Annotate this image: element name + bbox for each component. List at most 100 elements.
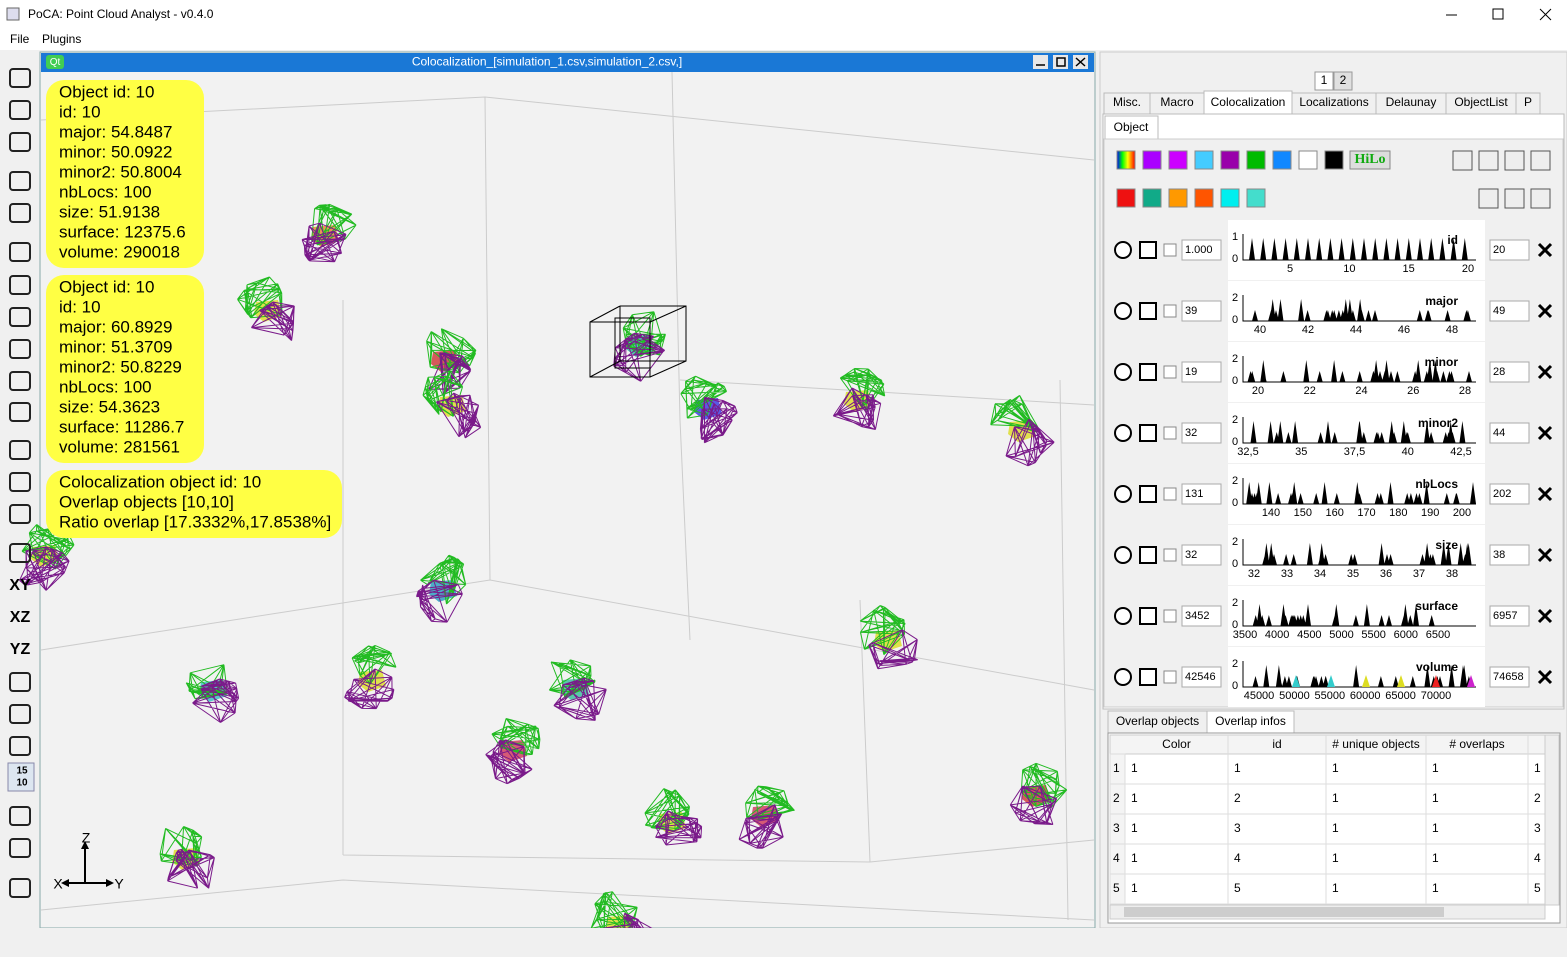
save-button[interactable]	[1139, 546, 1157, 564]
checkbox[interactable]	[1163, 243, 1177, 257]
checkbox[interactable]	[1163, 365, 1177, 379]
min-input[interactable]	[1181, 483, 1222, 505]
save-button[interactable]	[1139, 668, 1157, 686]
color-swatch[interactable]	[1324, 150, 1344, 170]
hilo-label[interactable]: HiLo	[1354, 152, 1385, 167]
remove-button[interactable]	[1537, 608, 1553, 624]
min-input[interactable]	[1181, 666, 1222, 688]
toggle-button[interactable]	[1114, 302, 1132, 320]
min-input[interactable]	[1181, 605, 1222, 627]
tool-icon[interactable]	[9, 203, 31, 223]
hilo-button[interactable]	[1349, 150, 1391, 170]
checkbox[interactable]	[1163, 548, 1177, 562]
tool-icon[interactable]	[9, 307, 31, 327]
toggle-button[interactable]	[1114, 607, 1132, 625]
color-swatch[interactable]	[1220, 150, 1240, 170]
tool-button[interactable]	[1530, 150, 1551, 171]
maximize[interactable]	[1492, 8, 1504, 20]
save-button[interactable]	[1139, 363, 1157, 381]
checkbox[interactable]	[1163, 487, 1177, 501]
tab-label[interactable]: Misc.	[1113, 95, 1141, 109]
tool-icon[interactable]	[9, 275, 31, 295]
toggle-button[interactable]	[1114, 668, 1132, 686]
tool-icon[interactable]	[9, 339, 31, 359]
tab-label[interactable]: Delaunay	[1386, 95, 1437, 109]
toggle-button[interactable]	[1114, 546, 1132, 564]
tab-label[interactable]: Localizations	[1299, 95, 1368, 109]
tab-label[interactable]: ObjectList	[1454, 95, 1508, 109]
tool-icon[interactable]	[9, 704, 31, 724]
tool-icon[interactable]	[9, 402, 31, 422]
tool-icon[interactable]	[9, 371, 31, 391]
tool-button[interactable]	[1504, 150, 1525, 171]
checkbox[interactable]	[1163, 609, 1177, 623]
tab-label[interactable]: Macro	[1160, 95, 1194, 109]
max-input[interactable]	[1489, 300, 1530, 322]
min-input[interactable]	[1181, 544, 1222, 566]
save-button[interactable]	[1139, 485, 1157, 503]
tool-icon[interactable]	[9, 672, 31, 692]
v-scrollbar[interactable]	[1544, 734, 1560, 906]
save-button[interactable]	[1139, 607, 1157, 625]
min-input[interactable]	[1181, 300, 1222, 322]
color-swatch[interactable]	[1116, 150, 1136, 170]
toggle-button[interactable]	[1114, 424, 1132, 442]
tool-button[interactable]	[1504, 188, 1525, 209]
remove-button[interactable]	[1537, 486, 1553, 502]
remove-button[interactable]	[1537, 364, 1553, 380]
tool-icon[interactable]	[9, 440, 31, 460]
save-button[interactable]	[1139, 241, 1157, 259]
max-input[interactable]	[1489, 666, 1530, 688]
tool-icon[interactable]	[9, 100, 31, 120]
remove-button[interactable]	[1537, 547, 1553, 563]
menu-item[interactable]: Plugins	[42, 32, 81, 46]
color-swatch[interactable]	[1246, 188, 1266, 208]
h-scroll-thumb[interactable]	[1124, 907, 1444, 917]
color-swatch[interactable]	[1220, 188, 1240, 208]
tool-xy[interactable]: XY	[9, 577, 31, 594]
remove-button[interactable]	[1537, 425, 1553, 441]
save-button[interactable]	[1139, 424, 1157, 442]
max-input[interactable]	[1489, 483, 1530, 505]
tool-icon[interactable]	[9, 504, 31, 524]
toggle-button[interactable]	[1114, 363, 1132, 381]
remove-button[interactable]	[1537, 242, 1553, 258]
menu-item[interactable]: File	[10, 32, 30, 46]
color-swatch[interactable]	[1194, 188, 1214, 208]
tool-xz[interactable]: XZ	[10, 609, 31, 626]
checkbox[interactable]	[1163, 670, 1177, 684]
color-swatch[interactable]	[1298, 150, 1318, 170]
color-swatch[interactable]	[1246, 150, 1266, 170]
tool-icon[interactable]	[9, 878, 31, 898]
toggle-button[interactable]	[1114, 241, 1132, 259]
checkbox[interactable]	[1163, 304, 1177, 318]
tool-icon[interactable]	[9, 736, 31, 756]
save-button[interactable]	[1139, 302, 1157, 320]
toggle-button[interactable]	[1114, 485, 1132, 503]
page-button[interactable]	[1314, 71, 1334, 91]
tab-label[interactable]: Overlap objects	[1116, 714, 1199, 728]
tool-icon[interactable]	[9, 68, 31, 88]
max-input[interactable]	[1489, 605, 1530, 627]
max-input[interactable]	[1489, 361, 1530, 383]
tool-icon[interactable]	[9, 472, 31, 492]
tab-label[interactable]: P	[1524, 95, 1532, 109]
tool-icon[interactable]	[9, 242, 31, 262]
tool-icon[interactable]	[9, 132, 31, 152]
min-input[interactable]	[1181, 361, 1222, 383]
tool-button[interactable]	[1478, 188, 1499, 209]
tool-button[interactable]	[1478, 150, 1499, 171]
color-swatch[interactable]	[1142, 188, 1162, 208]
sub-minimize[interactable]	[1033, 55, 1048, 69]
remove-button[interactable]	[1537, 303, 1553, 319]
min-input[interactable]	[1181, 422, 1222, 444]
tool-yz[interactable]: YZ	[10, 641, 31, 658]
color-swatch[interactable]	[1168, 150, 1188, 170]
max-input[interactable]	[1489, 422, 1530, 444]
color-swatch[interactable]	[1116, 188, 1136, 208]
tool-icon[interactable]	[9, 543, 31, 563]
tool-icon[interactable]	[9, 838, 31, 858]
tool-icon[interactable]	[9, 806, 31, 826]
max-input[interactable]	[1489, 544, 1530, 566]
color-swatch[interactable]	[1272, 150, 1292, 170]
